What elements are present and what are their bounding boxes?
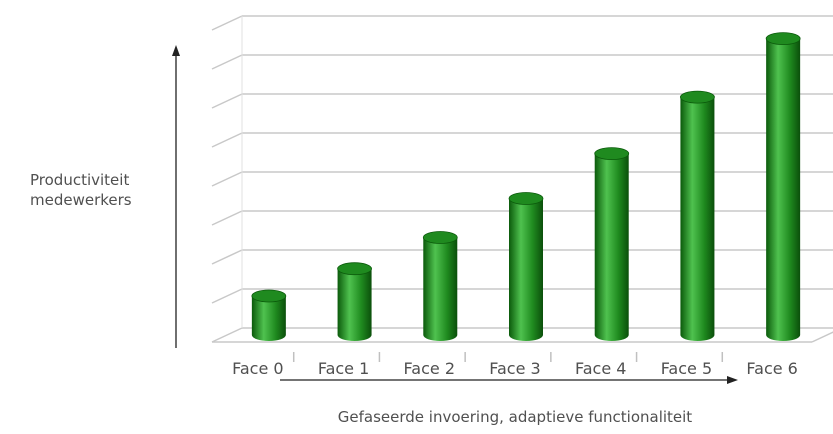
gridline [211, 171, 833, 187]
bar-cap [337, 262, 372, 276]
bar-cap [422, 231, 458, 244]
bar-face-1 [337, 262, 372, 341]
x-tick-label: Face 6 [746, 359, 797, 378]
bar-body [337, 268, 372, 341]
bar-cap [765, 32, 801, 45]
bar-face-6 [765, 32, 801, 341]
bar-body [423, 237, 458, 341]
gridline [211, 132, 833, 148]
bar-face-0 [251, 289, 287, 341]
bar-face-3 [508, 192, 544, 341]
y-axis-arrowhead [172, 45, 180, 56]
bar-cap [680, 90, 715, 104]
gridline [211, 54, 833, 70]
bar-body [594, 153, 629, 341]
y-axis-label-line2: medewerkers [30, 191, 132, 209]
x-tick-label: Face 4 [575, 359, 626, 378]
bar-face-5 [680, 90, 715, 341]
bar-cap [594, 147, 630, 161]
bar-body [766, 38, 801, 341]
x-tick-label: Face 3 [489, 359, 540, 378]
x-axis-arrowhead [727, 376, 738, 384]
x-axis-label: Gefaseerde invoering, adaptieve function… [337, 408, 693, 426]
y-axis-label: Productiviteit medewerkers [30, 170, 160, 210]
gridline [211, 15, 833, 31]
x-tick-labels: Face 0 Face 1 Face 2 Face 3 Face 4 Face 5 Face… [232, 352, 798, 378]
bar-body [680, 97, 715, 341]
gridline [211, 93, 833, 109]
bar-face-2 [422, 231, 458, 341]
bar-body [251, 296, 286, 341]
bars-layer [251, 32, 801, 341]
x-tick-label: Face 2 [404, 359, 455, 378]
bar-face-4 [594, 147, 630, 341]
bar-cap [508, 192, 544, 205]
x-tick-label: Face 0 [232, 359, 283, 378]
x-tick-label: Face 5 [661, 359, 712, 378]
axis-arrows [172, 45, 738, 384]
x-tick-label: Face 1 [318, 359, 369, 378]
bar-body [509, 198, 543, 341]
bar-cap [251, 289, 287, 303]
y-axis-label-line1: Productiviteit [30, 171, 130, 189]
